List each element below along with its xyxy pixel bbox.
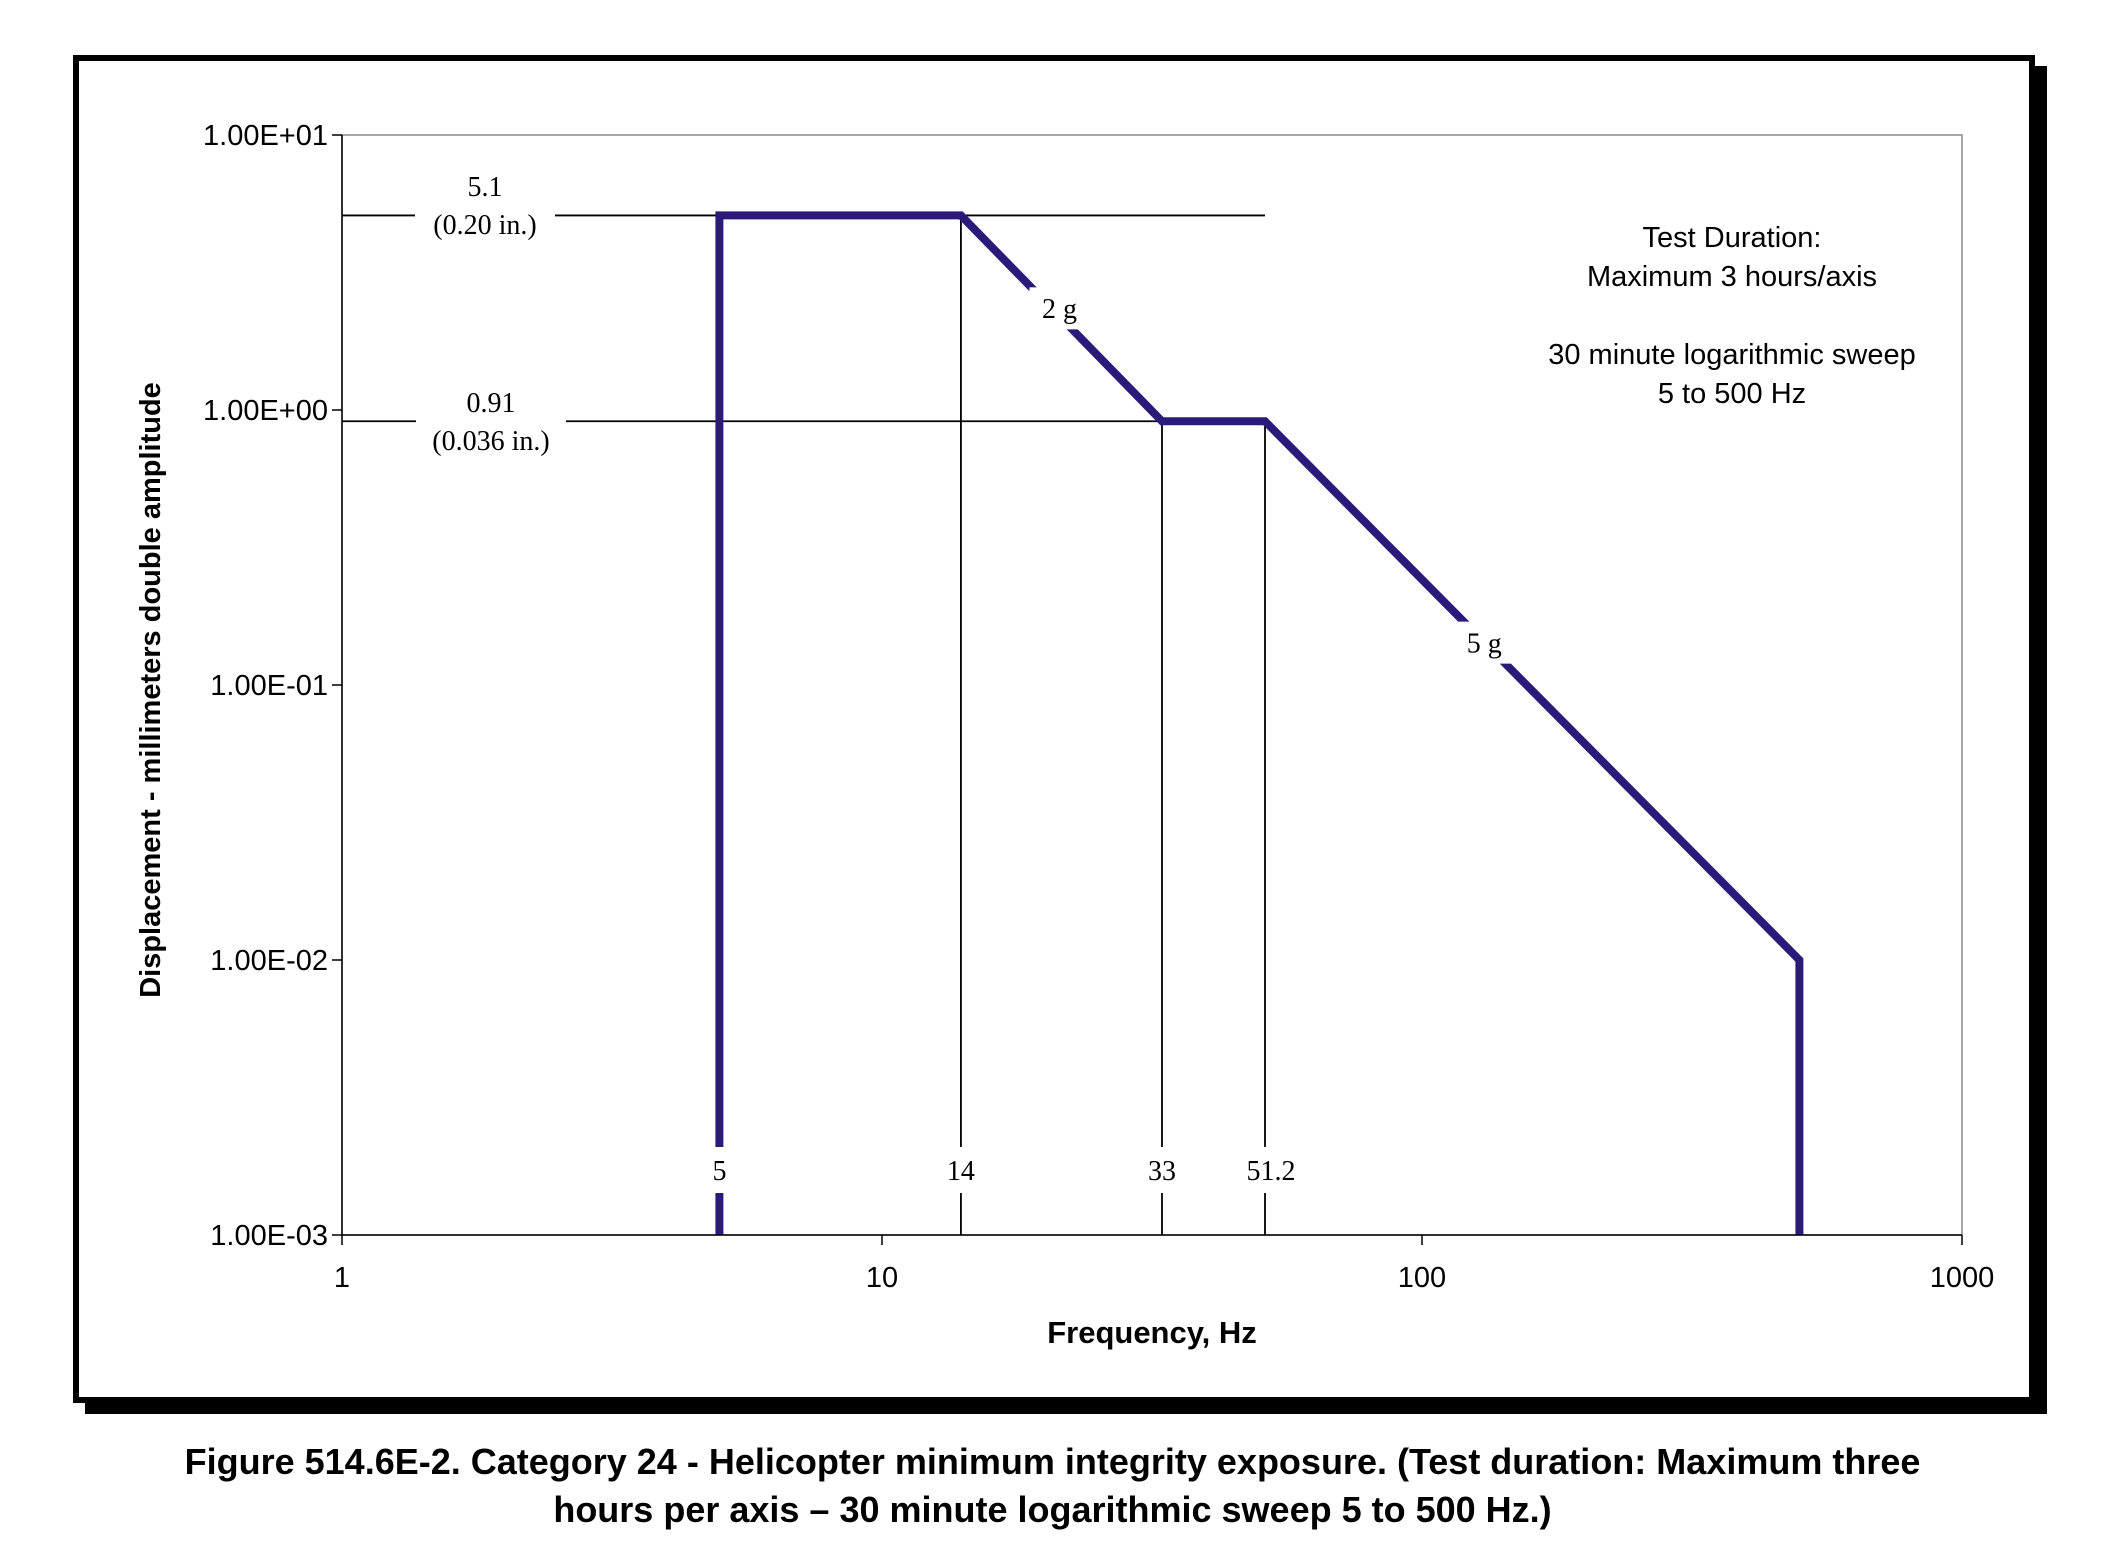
- plot-area: [341, 134, 1963, 1236]
- y-axis-title: Displacement - millimeters double amplit…: [135, 382, 167, 998]
- x-tick-label: 1: [334, 1262, 350, 1294]
- y-tick-label: 1.00E+00: [203, 395, 328, 427]
- slope-label-5g-text: 5 g: [1467, 628, 1502, 659]
- test-duration-note: Test Duration: Maximum 3 hours/axis 30 min…: [1548, 222, 1916, 410]
- freq-label-text: 5: [712, 1156, 726, 1187]
- slope-label-2g-box: [1029, 287, 1090, 330]
- plot-border: [341, 134, 1963, 1236]
- chart-frame: [73, 55, 2035, 1403]
- freq-label-box: [1135, 1147, 1188, 1193]
- level-label-high-box: [415, 163, 555, 248]
- x-tick-label: 100: [1398, 1262, 1446, 1294]
- level-label-low-text: 0.91: [467, 388, 516, 419]
- slope-label-2g: 2 g: [1029, 287, 1090, 330]
- freq-label-text: 14: [947, 1156, 975, 1187]
- slope-label-5g-box: [1454, 621, 1515, 664]
- level-label-high: 5.1 (0.20 in.): [415, 163, 555, 248]
- level-label-high-text: (0.20 in.): [433, 210, 536, 241]
- note-line: 5 to 500 Hz: [1658, 378, 1806, 410]
- freq-label: 51.2: [1225, 1147, 1318, 1193]
- axes: 1.00E+01 1.00E+00 1.00E-01 1.00E-02 1.00E-03…: [135, 120, 1994, 1350]
- level-label-high-text: 5.1: [468, 172, 503, 203]
- level-label-low-text: (0.036 in.): [432, 426, 549, 457]
- slope-label-2g-text: 2 g: [1042, 294, 1077, 325]
- level-label-low-box: [416, 378, 566, 465]
- x-axis-title: Frequency, Hz: [1047, 1315, 1257, 1350]
- slope-label-5g: 5 g: [1454, 621, 1515, 664]
- freq-label: 14: [936, 1147, 985, 1193]
- annotation-labels: 5.1 (0.20 in.) 0.91 (0.036 in.) 2 g 5 g 5 14 33 5…: [415, 163, 1916, 1193]
- caption-line-2: hours per axis – 30 minute logarithmic s…: [553, 1489, 1552, 1530]
- x-tick-label: 1000: [1930, 1262, 1995, 1294]
- freq-label-box: [936, 1147, 985, 1193]
- note-line: 30 minute logarithmic sweep: [1548, 339, 1916, 371]
- freq-label-text: 51.2: [1247, 1156, 1296, 1187]
- freq-label: 33: [1135, 1147, 1188, 1193]
- level-label-low: 0.91 (0.036 in.): [416, 378, 566, 465]
- y-tick-label: 1.00E-02: [210, 945, 328, 977]
- y-tick-label: 1.00E-03: [210, 1220, 328, 1252]
- freq-label-box: [1225, 1147, 1318, 1193]
- freq-label-text: 33: [1148, 1156, 1176, 1187]
- x-tick-label: 10: [866, 1262, 898, 1294]
- caption-line-1: Figure 514.6E-2. Category 24 - Helicopte…: [184, 1441, 1921, 1482]
- freq-label-box: [701, 1147, 738, 1193]
- freq-label: 5: [701, 1147, 738, 1193]
- y-tick-label: 1.00E-01: [210, 670, 328, 702]
- figure-caption: Figure 514.6E-2. Category 24 - Helicopte…: [60, 1438, 2045, 1534]
- reference-lines: [342, 214, 1266, 1235]
- y-tick-label: 1.00E+01: [203, 120, 328, 152]
- note-line: Maximum 3 hours/axis: [1587, 261, 1877, 293]
- note-line: Test Duration:: [1643, 222, 1822, 254]
